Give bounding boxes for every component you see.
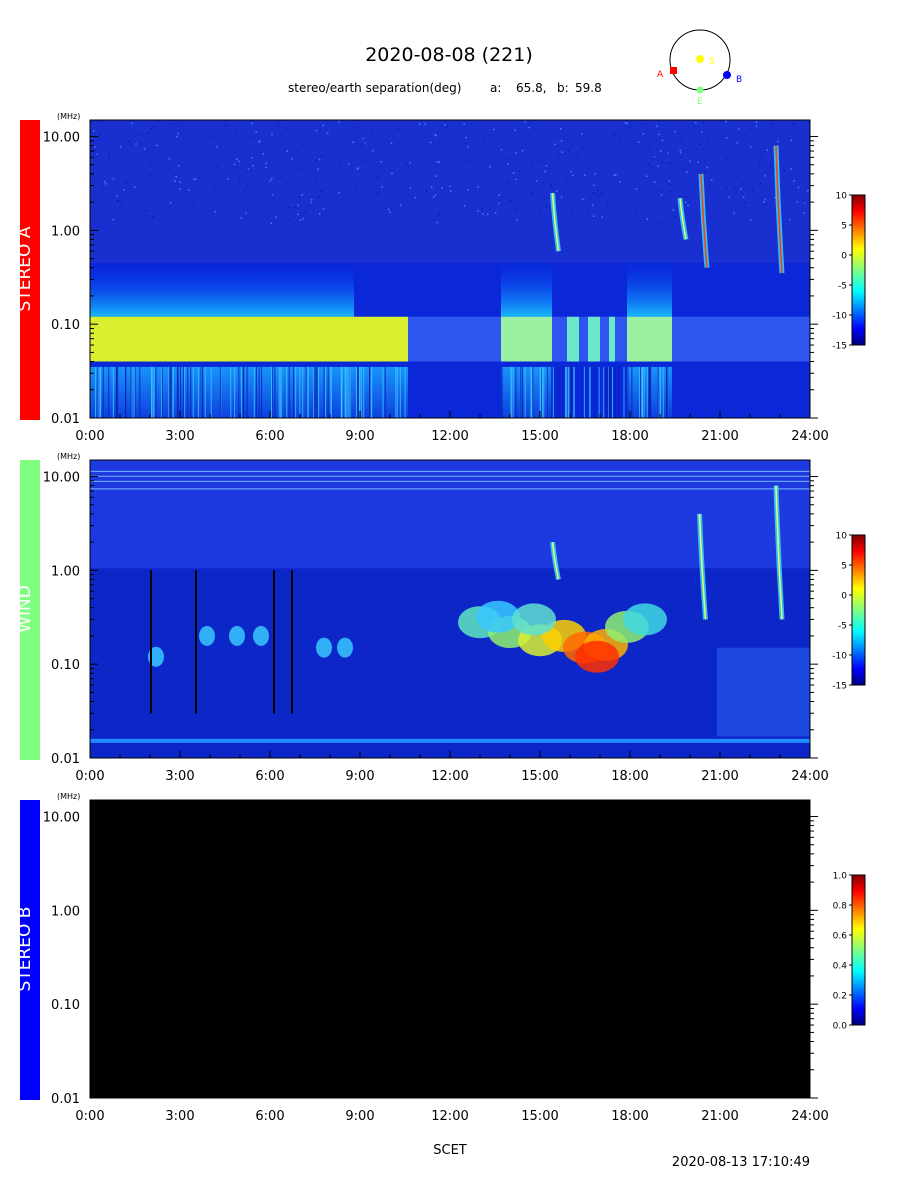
x-tick-label-stereo-b: 15:00 (521, 1109, 558, 1124)
figure-title: 2020-08-08 (221) (365, 44, 533, 66)
separation-a-label: a: (490, 81, 501, 95)
y-tick-label-stereo-a: 0.10 (51, 318, 80, 333)
y-tick-label-wind: 10.00 (43, 471, 80, 486)
separation-line: stereo/earth separation(deg) a: 65.8, b:… (288, 81, 602, 95)
colorbar-tick-stereo-a: -5 (838, 282, 847, 292)
colorbar-tick-stereo-a: 10 (836, 192, 848, 202)
colorbar-tick-wind: 5 (841, 562, 847, 572)
colorbar-stereo-a (851, 194, 866, 346)
y-tick-label-stereo-a: 10.00 (43, 131, 80, 146)
x-tick-label-stereo-b: 24:00 (791, 1109, 828, 1124)
colorbar-tick-wind: 0 (841, 592, 847, 602)
plot-area-stereo-b (90, 800, 810, 1098)
y-unit-stereo-b: (MHz) (57, 792, 80, 801)
panels: STEREO A(MHz)10.001.000.100.010:00 3:00 6:… (15, 112, 866, 1124)
y-tick-label-stereo-a: 0.01 (51, 412, 80, 427)
colorbar-tick-stereo-b: 0.8 (833, 902, 848, 912)
panel-band-stereo-a (20, 120, 40, 420)
spectrogram-stereo-a (90, 120, 810, 418)
colorbar-tick-stereo-b: 0.0 (833, 1022, 848, 1032)
panel-wind: WIND (MHz) 10.00 1.00 0.10 0.01 0:00 3:00 6:00 9:… (15, 452, 866, 784)
colorbar-tick-stereo-b: 0.2 (833, 992, 847, 1002)
colorbar-tick-wind: -5 (838, 622, 847, 632)
colorbar-tick-stereo-a: -10 (832, 312, 847, 322)
colorbar-tick-wind: -15 (832, 682, 847, 692)
colorbar-tick-stereo-a: 0 (841, 252, 847, 262)
colorbar-tick-stereo-b: 1.0 (833, 872, 848, 882)
panel-name-stereo-b: STEREO B (15, 907, 35, 992)
colorbar-tick-wind: -10 (832, 652, 847, 662)
colorbar-wind (851, 534, 866, 686)
x-tick-label-stereo-b: 6:00 (255, 1109, 284, 1124)
x-tick-label-stereo-a: 3:00 (165, 429, 194, 444)
x-tick-label-stereo-a: 18:00 (611, 429, 648, 444)
x-tick-label-stereo-b: 12:00 (431, 1109, 468, 1124)
x-tick-label-stereo-b: 9:00 (345, 1109, 374, 1124)
orbit-marker-stereo-b (723, 71, 731, 79)
x-tick-label-wind: 0:00 (75, 769, 104, 784)
y-tick-label-stereo-b: 0.01 (51, 1092, 80, 1107)
x-tick-label-wind: 12:00 (431, 769, 468, 784)
colorbar-tick-stereo-b: 0.4 (833, 962, 848, 972)
colorbar-tick-wind: 10 (836, 532, 848, 542)
x-tick-label-wind: 24:00 (791, 769, 828, 784)
x-tick-label-stereo-b: 3:00 (165, 1109, 194, 1124)
y-tick-label-wind: 0.10 (51, 658, 80, 673)
panel-band-wind (20, 460, 40, 760)
colorbar-stereo-b (851, 874, 866, 1026)
panel-stereo-b: STEREO B (MHz) 10.00 1.00 0.10 0.01 0:00 3:00 6:… (15, 792, 866, 1124)
orbit-diagram: S A B E (657, 29, 742, 107)
panel-band-stereo-b (20, 800, 40, 1100)
orbit-marker-earth-label: E (697, 97, 703, 107)
x-tick-label-wind: 3:00 (165, 769, 194, 784)
orbit-marker-earth (696, 86, 704, 94)
y-tick-label-stereo-b: 1.00 (51, 904, 80, 919)
separation-a-value: 65.8, (516, 81, 547, 95)
x-tick-label-stereo-a: 21:00 (701, 429, 738, 444)
orbit-marker-sun-label: S (709, 57, 715, 67)
y-tick-label-stereo-b: 0.10 (51, 998, 80, 1013)
separation-b-value: 59.8 (575, 81, 602, 95)
panel-name-wind: WIND (15, 585, 35, 633)
x-tick-label-stereo-a: 9:00 (345, 429, 374, 444)
panel-stereo-a: STEREO A (MHz) 10.00 1.00 0.10 0.01 0:00 3:00 6:… (15, 112, 866, 444)
x-tick-label-stereo-a: 0:00 (75, 429, 104, 444)
x-tick-label-wind: 9:00 (345, 769, 374, 784)
y-unit-stereo-a: (MHz) (57, 112, 80, 121)
x-tick-label-stereo-a: 24:00 (791, 429, 828, 444)
x-tick-label-stereo-a: 12:00 (431, 429, 468, 444)
generated-timestamp: 2020-08-13 17:10:49 (672, 1155, 810, 1170)
x-tick-label-stereo-b: 18:00 (611, 1109, 648, 1124)
separation-label: stereo/earth separation(deg) (288, 81, 461, 95)
x-tick-label-wind: 15:00 (521, 769, 558, 784)
panel-name-stereo-a: STEREO A (15, 226, 35, 311)
x-tick-label-wind: 6:00 (255, 769, 284, 784)
colorbar-tick-stereo-a: 5 (841, 222, 847, 232)
colorbar-tick-stereo-a: -15 (832, 342, 847, 352)
orbit-marker-stereo-a (670, 67, 677, 74)
y-tick-label-stereo-a: 1.00 (51, 224, 80, 239)
y-tick-label-wind: 1.00 (51, 564, 80, 579)
orbit-marker-stereo-a-label: A (657, 70, 664, 80)
x-tick-label-wind: 21:00 (701, 769, 738, 784)
x-axis-label: SCET (433, 1143, 467, 1158)
spectrogram-wind (90, 460, 810, 758)
x-tick-label-stereo-b: 21:00 (701, 1109, 738, 1124)
orbit-marker-sun (696, 55, 704, 63)
y-tick-label-wind: 0.01 (51, 752, 80, 767)
x-tick-label-stereo-b: 0:00 (75, 1109, 104, 1124)
colorbar-tick-stereo-b: 0.6 (833, 932, 848, 942)
y-tick-label-stereo-b: 10.00 (43, 811, 80, 826)
x-tick-label-wind: 18:00 (611, 769, 648, 784)
orbit-marker-stereo-b-label: B (736, 75, 742, 85)
y-unit-wind: (MHz) (57, 452, 80, 461)
x-tick-label-stereo-a: 6:00 (255, 429, 284, 444)
x-tick-label-stereo-a: 15:00 (521, 429, 558, 444)
separation-b-label: b: (557, 81, 569, 95)
